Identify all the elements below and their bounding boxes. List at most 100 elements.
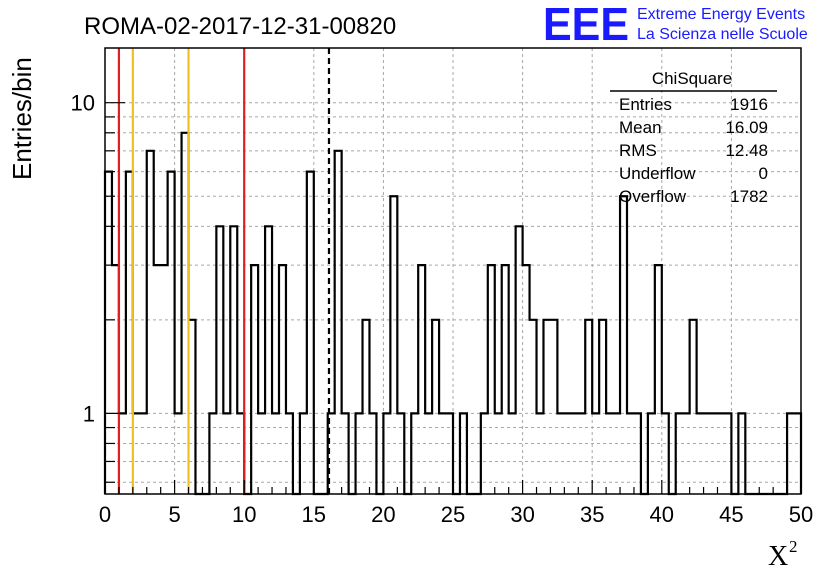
histogram-bars	[103, 131, 803, 496]
histogram-bin	[794, 413, 801, 494]
histogram-bin	[272, 413, 279, 494]
stats-row-value: 1916	[730, 95, 768, 114]
histogram-bin	[418, 265, 425, 494]
histogram-outline	[103, 131, 803, 496]
histogram-bin	[265, 226, 272, 494]
histogram-bin	[530, 320, 537, 494]
histogram-bin	[161, 265, 168, 494]
histogram-bin	[369, 413, 376, 494]
histogram-bin	[724, 413, 731, 494]
histogram-bin	[488, 265, 495, 494]
histogram-bin	[342, 413, 349, 494]
histogram-bin	[481, 413, 488, 494]
histogram-bin	[704, 413, 711, 494]
stats-row-value: 12.48	[725, 141, 768, 160]
histogram-bin	[697, 413, 704, 494]
x-tick-label: 30	[510, 502, 534, 527]
histogram-bin	[564, 413, 571, 494]
stats-box-title: ChiSquare	[652, 69, 732, 88]
x-tick-label: 5	[168, 502, 180, 527]
chart-title: ROMA-02-2017-12-31-00820	[84, 13, 396, 40]
histogram-bin	[439, 413, 446, 494]
histogram-bin	[571, 413, 578, 494]
stats-row-label: Overflow	[619, 187, 687, 206]
histogram-bin	[620, 196, 627, 494]
histogram-bin	[105, 172, 112, 494]
histogram-bin	[140, 413, 147, 494]
histogram-bin	[356, 413, 363, 494]
histogram-bin	[446, 413, 453, 494]
x-tick-labels: 0 5 10 15 20 25 30 35 40 45 50	[99, 502, 813, 527]
x-tick-label: 40	[650, 502, 674, 527]
stats-row-label: Underflow	[619, 164, 696, 183]
histogram-bin	[251, 265, 258, 494]
histogram-bin	[592, 413, 599, 494]
histogram-bin	[154, 265, 161, 494]
histogram-bin	[279, 265, 286, 494]
x-tick-label: 15	[302, 502, 326, 527]
logo-line2: La Scienza nelle Scuole	[637, 26, 808, 43]
x-tick-label: 25	[441, 502, 465, 527]
histogram-bin	[509, 413, 516, 494]
x-tick-label: 10	[232, 502, 256, 527]
stats-row-value: 1782	[730, 187, 768, 206]
histogram-bin	[585, 320, 592, 494]
histogram-bin	[578, 413, 585, 494]
histogram-bin	[676, 413, 683, 494]
histogram-bin	[711, 413, 718, 494]
x-tick-label: 50	[789, 502, 813, 527]
stats-row-value: 16.09	[725, 118, 768, 137]
x-tick-label: 0	[99, 502, 111, 527]
histogram-bin	[258, 413, 265, 494]
histogram-bin	[502, 265, 509, 494]
y-tick-label: 10	[71, 91, 95, 116]
histogram-bin	[683, 413, 690, 494]
y-tick-label: 1	[83, 401, 95, 426]
x-tick-label: 35	[580, 502, 604, 527]
histogram-bin	[209, 413, 216, 494]
stats-row-value: 0	[759, 164, 768, 183]
x-axis-label-sup: 2	[789, 537, 798, 556]
histogram-bin	[363, 320, 370, 494]
histogram-bin	[516, 226, 523, 494]
x-axis-label-main: X	[768, 541, 788, 572]
histogram-bin	[606, 413, 613, 494]
histogram-bin	[738, 413, 745, 494]
histogram-bin	[627, 413, 634, 494]
histogram-bin	[223, 413, 230, 494]
histogram-bin	[495, 413, 502, 494]
histogram-bin	[690, 320, 697, 494]
histogram-bin	[425, 413, 432, 494]
logo-mark: EEE	[543, 0, 629, 50]
histogram-bin	[147, 151, 154, 494]
histogram-bin	[460, 413, 467, 494]
x-axis-label: X 2	[768, 537, 798, 572]
histogram-bin	[390, 196, 397, 494]
x-tick-label: 20	[371, 502, 395, 527]
reference-lines	[117, 48, 331, 494]
histogram-bin	[216, 226, 223, 494]
histogram-bin	[307, 172, 314, 494]
histogram-bin	[286, 413, 293, 494]
histogram-bin	[397, 413, 404, 494]
histogram-bin	[613, 413, 620, 494]
histogram-bin	[432, 320, 439, 494]
histogram-bin	[335, 151, 342, 494]
histogram-bin	[717, 413, 724, 494]
x-tick-label: 45	[719, 502, 743, 527]
histogram-bin	[523, 265, 530, 494]
logo-line1: Extreme Energy Events	[637, 6, 805, 23]
y-axis-label: Entries/bin	[7, 57, 37, 180]
histogram-bin	[787, 413, 794, 494]
histogram-bin	[537, 413, 544, 494]
histogram-bin	[168, 172, 175, 494]
histogram-bin	[662, 413, 669, 494]
histogram-bin	[599, 320, 606, 494]
stats-row-label: Entries	[619, 95, 672, 114]
histogram-bin	[634, 413, 641, 494]
histogram-bin	[557, 413, 564, 494]
histogram-bin	[550, 320, 557, 494]
stats-box: ChiSquare Entries 1916 Mean 16.09 RMS 12.48 Un…	[610, 69, 777, 206]
histogram-bin	[300, 413, 307, 494]
